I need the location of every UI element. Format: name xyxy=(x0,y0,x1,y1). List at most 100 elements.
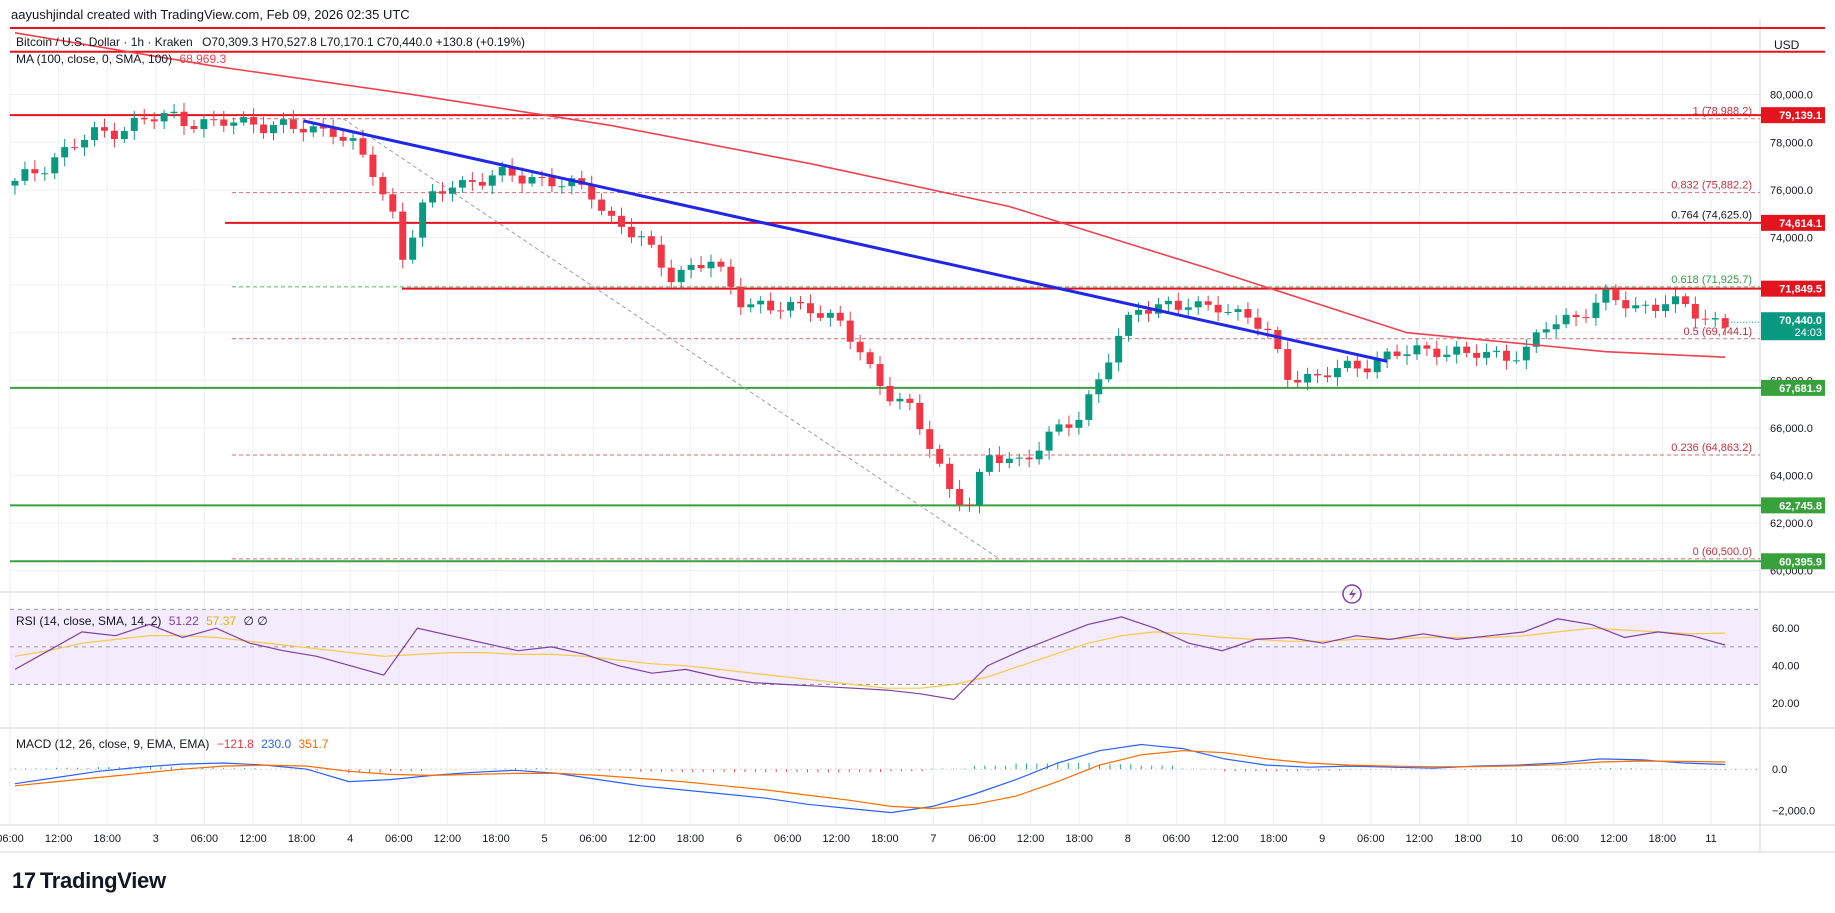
fib-level-label: 0.5 (69,744.1) xyxy=(1684,326,1753,338)
macd-legend[interactable]: MACD (12, 26, close, 9, EMA, EMA) −121.8… xyxy=(16,737,329,751)
candle-body xyxy=(51,157,59,174)
candle-body xyxy=(1005,458,1013,464)
candle-body xyxy=(1145,309,1152,314)
candle-body xyxy=(1284,349,1292,380)
price-label-text: 60,395.9 xyxy=(1779,556,1822,568)
price-label-text: 67,681.9 xyxy=(1779,383,1822,395)
candle-body xyxy=(399,211,407,260)
candle-body xyxy=(71,147,79,149)
candle-body xyxy=(747,304,755,308)
candle-body xyxy=(1333,368,1341,378)
candle-body xyxy=(896,398,904,402)
candle-body xyxy=(1264,328,1272,331)
candle-body xyxy=(767,300,775,311)
candle-body xyxy=(1135,309,1143,315)
macd-signal-line xyxy=(14,750,1726,810)
attribution-text: aayushjindal created with TradingView.co… xyxy=(11,7,410,22)
macd-signal-value: 351.7 xyxy=(298,737,329,751)
candle-body xyxy=(627,226,635,238)
time-axis-tick: 18:00 xyxy=(93,833,121,845)
ma-legend-value: 68,969.3 xyxy=(179,52,227,66)
fib-level-label: 0.618 (71,925.7) xyxy=(1671,274,1752,286)
price-axis-tick: 66,000.0 xyxy=(1770,423,1813,435)
candle-body xyxy=(757,300,765,305)
candle-body xyxy=(180,111,188,127)
candle-body xyxy=(200,119,208,130)
candle-body xyxy=(1463,346,1471,353)
candle-body xyxy=(1254,317,1262,329)
candle-body xyxy=(1015,457,1023,459)
ma-legend[interactable]: MA (100, close, 0, SMA, 100) 68,969.3 xyxy=(16,52,226,66)
macd-axis-tick: 0.0 xyxy=(1772,764,1787,776)
time-axis-tick: 6 xyxy=(736,833,742,845)
time-axis-tick: 06:00 xyxy=(1357,833,1385,845)
macd-line-value: 230.0 xyxy=(261,737,292,751)
time-axis-tick: 06:00 xyxy=(191,833,219,845)
candle-body xyxy=(1433,348,1441,357)
ohlc-values: O70,309.3 H70,527.8 L70,170.1 C70,440.0 … xyxy=(202,35,525,49)
rsi-extra: ∅ ∅ xyxy=(243,614,268,628)
rsi-line xyxy=(14,616,1726,701)
candle-body xyxy=(1244,309,1252,318)
time-axis-tick: 7 xyxy=(930,833,936,845)
candle-body xyxy=(956,489,964,506)
candle-body xyxy=(1532,332,1540,347)
candle-body xyxy=(558,186,566,188)
candle-body xyxy=(667,267,675,283)
candle-body xyxy=(1115,335,1123,363)
time-axis-tick: 12:00 xyxy=(1406,833,1434,845)
last-price-text: 70,440.0 xyxy=(1779,315,1822,327)
time-axis-tick: 12:00 xyxy=(1017,833,1045,845)
candle-body xyxy=(439,191,447,194)
candle-body xyxy=(975,471,983,506)
time-axis-tick: 06:00 xyxy=(385,833,413,845)
symbol-info: Bitcoin / U.S. Dollar · 1h · Kraken O70,… xyxy=(16,35,525,49)
candle-body xyxy=(568,178,576,187)
tradingview-wordmark: TradingView xyxy=(39,868,166,893)
candle-body xyxy=(349,138,357,141)
candle-body xyxy=(1662,304,1670,312)
price-axis-tick: 62,000.0 xyxy=(1770,518,1813,530)
candle-body xyxy=(1363,368,1371,373)
price-label-box xyxy=(1761,553,1825,570)
time-axis-tick: 06:00 xyxy=(579,833,607,845)
candle-body xyxy=(1194,301,1202,308)
time-axis-tick: 18:00 xyxy=(1454,833,1482,845)
time-axis-tick: 06:00 xyxy=(0,833,24,845)
candle-body xyxy=(81,140,89,148)
candle-body xyxy=(548,177,556,187)
tradingview-logo[interactable]: 17 TradingView xyxy=(12,868,166,894)
time-axis-tick: 12:00 xyxy=(45,833,73,845)
fib-level-label: 0 (60,500.0) xyxy=(1693,546,1752,558)
candle-body xyxy=(1512,360,1520,362)
rsi-legend[interactable]: RSI (14, close, SMA, 14, 2) 51.22 57.37 … xyxy=(16,614,268,628)
price-label-text: 62,745.8 xyxy=(1779,500,1822,512)
candle-body xyxy=(91,127,98,141)
price-axis-tick: 76,000.0 xyxy=(1770,185,1813,197)
candle-body xyxy=(488,175,496,186)
ma-legend-label: MA (100, close, 0, SMA, 100) xyxy=(16,52,173,66)
candle-body xyxy=(508,166,516,176)
time-axis-tick: 18:00 xyxy=(871,833,899,845)
candle-body xyxy=(429,191,437,203)
candle-body xyxy=(1065,424,1073,428)
events-icon[interactable] xyxy=(1342,584,1362,604)
price-label-text: 79,139.1 xyxy=(1779,110,1822,122)
candle-body xyxy=(608,210,616,216)
price-label-box xyxy=(1761,280,1825,297)
candle-body xyxy=(1632,305,1640,309)
currency-label[interactable]: USD xyxy=(1774,38,1800,52)
candle-body xyxy=(1413,345,1421,355)
candle-body xyxy=(170,111,178,114)
time-axis-tick: 06:00 xyxy=(1551,833,1579,845)
candle-body xyxy=(936,448,944,464)
candle-body xyxy=(697,264,705,269)
candle-body xyxy=(41,173,49,175)
candle-body xyxy=(1612,289,1620,301)
candle-body xyxy=(946,463,954,490)
bearish-trendline[interactable] xyxy=(302,119,1388,363)
candle-body xyxy=(1343,360,1351,369)
time-axis-tick: 12:00 xyxy=(434,833,462,845)
